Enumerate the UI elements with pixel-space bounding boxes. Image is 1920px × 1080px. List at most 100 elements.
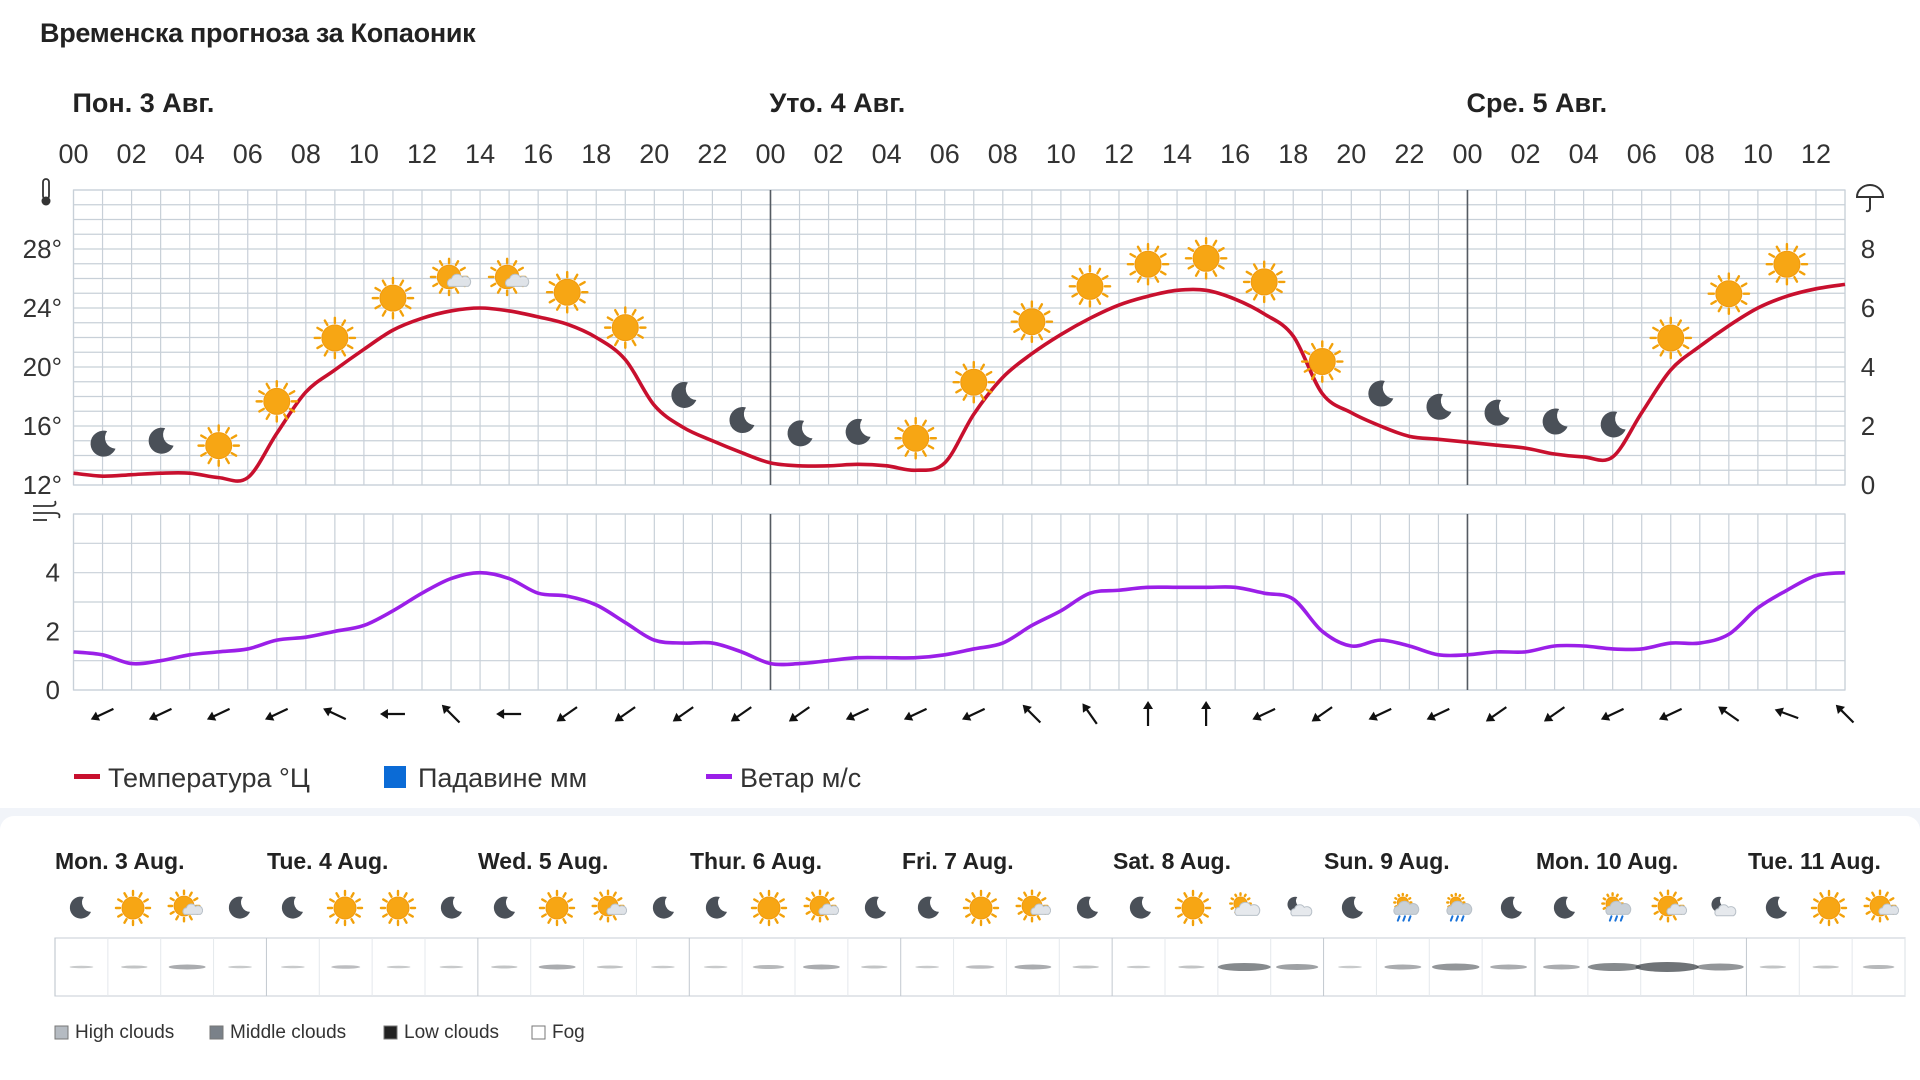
sun-ray <box>381 309 387 317</box>
cloud-cover-mark <box>69 965 94 969</box>
moon-shape <box>281 896 303 919</box>
wind-arrow <box>961 707 986 721</box>
moon-cloud-icon <box>1711 896 1737 917</box>
moon-shape <box>228 896 250 919</box>
cloud-cover-mark <box>802 964 840 970</box>
sun-icon <box>545 270 589 314</box>
sun-icon <box>962 889 1000 927</box>
sun-rays <box>197 424 241 467</box>
sun-ray <box>490 266 497 272</box>
wind-arrow-head <box>730 712 741 722</box>
moon-icon <box>493 896 515 919</box>
sun-ray <box>200 434 207 440</box>
sun-rays <box>167 889 201 923</box>
hour-tick-label: 08 <box>988 139 1018 169</box>
cloud-shape <box>1234 901 1261 916</box>
moon-shape <box>1500 896 1522 919</box>
legend-swatch <box>54 1025 69 1040</box>
sun-ray <box>117 913 123 918</box>
sun-ray <box>335 918 340 924</box>
cloud-cover-mark <box>752 965 785 969</box>
cloud-cover-mark <box>1431 963 1480 971</box>
sun-ray <box>1798 252 1806 258</box>
sun-ray <box>927 426 935 432</box>
umbrella-icon <box>1855 184 1885 213</box>
moon-icon <box>652 896 674 919</box>
rain-drop <box>1407 915 1412 922</box>
sun-ray <box>382 898 388 903</box>
moon-icon <box>281 896 303 919</box>
sun-ray <box>1735 305 1741 313</box>
sun-disc <box>960 368 988 396</box>
wind-arrow <box>265 707 289 721</box>
rain-icon <box>1446 892 1473 922</box>
wind-arrow-head <box>1658 711 1669 721</box>
sun-ray <box>1270 293 1276 301</box>
sun-ray <box>1447 897 1451 900</box>
sun-icon <box>750 889 788 927</box>
sun-ray <box>1177 913 1183 918</box>
sun-ray <box>904 419 910 427</box>
sun-ray <box>1187 247 1195 253</box>
sun-ray <box>1677 319 1683 327</box>
sun-icon <box>1174 889 1212 927</box>
wind-arrow <box>845 707 869 721</box>
sun-ray <box>188 915 193 921</box>
wind-arrow-head <box>1311 712 1322 722</box>
sun-ray <box>599 891 604 897</box>
sun-ray <box>1245 270 1253 276</box>
sun-ray <box>388 918 393 924</box>
weather-icons <box>90 236 1809 467</box>
cloud-shape <box>818 903 840 915</box>
sun-ray <box>341 349 347 357</box>
cloud-cover-mark <box>1276 964 1319 970</box>
day-label: Сре. 5 Авг. <box>1466 88 1607 118</box>
sun-ray <box>1101 292 1109 298</box>
sun-disc <box>1134 250 1162 278</box>
sun-disc <box>1657 324 1685 352</box>
sun-ray <box>512 287 518 294</box>
sun-icon <box>894 416 938 460</box>
cloud-cover-mark <box>1072 965 1099 969</box>
sun-ray <box>1602 897 1607 901</box>
hour-tick-label: 02 <box>1511 139 1541 169</box>
cloud-cover-mark <box>861 965 888 969</box>
sun-ray <box>991 898 997 903</box>
sun-ray <box>1834 892 1839 898</box>
sun-rays <box>603 306 647 349</box>
wind-arrow <box>1718 706 1740 722</box>
sun-ray <box>1212 239 1218 247</box>
moon-shape <box>652 896 674 919</box>
moon-shape <box>90 430 116 457</box>
sun-ray <box>374 304 382 310</box>
cloud-cover-mark <box>1014 964 1052 970</box>
sun-rays <box>1765 242 1809 286</box>
sun-disc <box>333 896 357 920</box>
sun-ray <box>805 910 811 915</box>
cloud-cover-mark <box>1696 963 1744 971</box>
sun-ray <box>207 457 213 465</box>
sun-ray <box>980 393 986 401</box>
sun-ray <box>1768 252 1776 258</box>
sun-ray <box>753 898 759 903</box>
sun-ray <box>1408 897 1412 900</box>
precip-tick-label: 4 <box>1861 352 1875 382</box>
sun-ray <box>288 390 296 396</box>
sun-ray <box>614 308 619 316</box>
sun-ray <box>1328 342 1334 350</box>
sun-ray <box>759 892 764 898</box>
hour-tick-label: 08 <box>1685 139 1715 169</box>
sun-ray <box>541 898 547 903</box>
cloud-shape <box>1290 904 1313 917</box>
cloud-shape <box>1714 904 1737 917</box>
sun-ray <box>805 897 811 902</box>
moon-icon <box>787 420 813 447</box>
sun-ray <box>399 309 405 317</box>
sun-icon <box>197 424 241 467</box>
wind-arrow-head <box>1543 712 1554 722</box>
day-label: Mon. 10 Aug. <box>1536 848 1678 874</box>
legend-swatch <box>706 774 732 779</box>
sun-ray <box>824 891 829 897</box>
wind-arrow <box>1022 704 1042 724</box>
wind-stroke <box>33 512 61 519</box>
